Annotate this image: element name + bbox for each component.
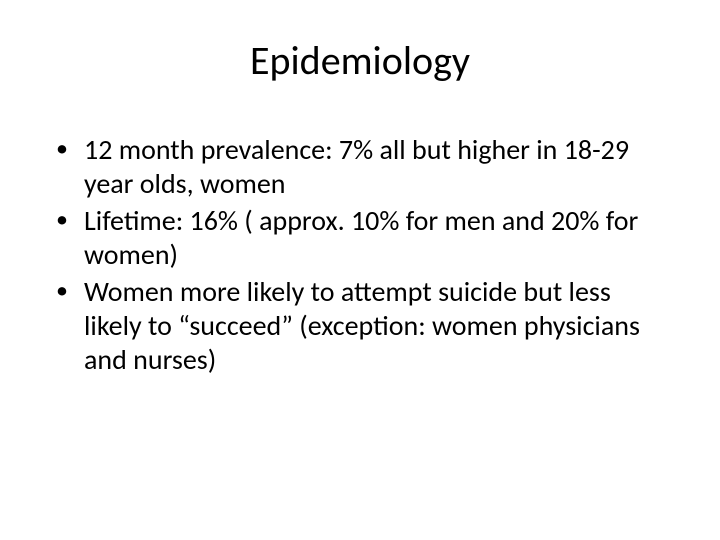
- bullet-list: 12 month prevalence: 7% all but higher i…: [56, 133, 670, 376]
- slide-title: Epidemiology: [40, 36, 680, 85]
- bullet-item: 12 month prevalence: 7% all but higher i…: [56, 133, 670, 200]
- slide: Epidemiology 12 month prevalence: 7% all…: [0, 0, 720, 540]
- bullet-item: Women more likely to attempt suicide but…: [56, 275, 670, 376]
- bullet-item: Lifetime: 16% ( approx. 10% for men and …: [56, 204, 670, 271]
